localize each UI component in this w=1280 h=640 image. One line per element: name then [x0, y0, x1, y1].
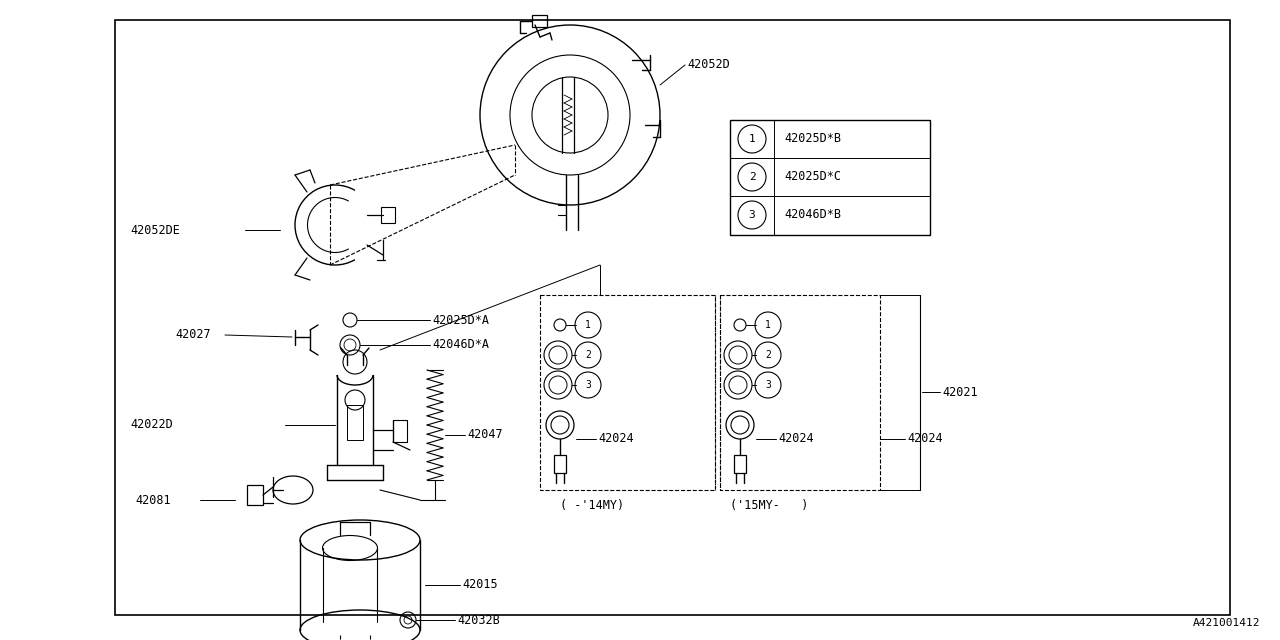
- Text: 42052D: 42052D: [687, 58, 730, 72]
- Text: 42024: 42024: [778, 433, 814, 445]
- Text: 42025D*C: 42025D*C: [783, 170, 841, 184]
- Text: 2: 2: [749, 172, 755, 182]
- Text: 3: 3: [765, 380, 771, 390]
- Text: 3: 3: [585, 380, 591, 390]
- Bar: [554, 455, 566, 473]
- Text: 42052DE: 42052DE: [131, 223, 180, 237]
- Text: 2: 2: [585, 350, 591, 360]
- Text: 1: 1: [749, 134, 755, 144]
- Text: 1: 1: [765, 320, 771, 330]
- Text: 42025D*B: 42025D*B: [783, 132, 841, 145]
- Text: 42024: 42024: [598, 433, 634, 445]
- Bar: [347, 405, 364, 440]
- Bar: [115, 20, 1230, 615]
- Bar: [247, 485, 262, 505]
- Text: 1: 1: [585, 320, 591, 330]
- Bar: [532, 15, 547, 27]
- Text: ( -'14MY): ( -'14MY): [561, 499, 625, 511]
- Bar: [381, 207, 396, 223]
- Bar: [393, 420, 407, 442]
- Text: 3: 3: [749, 210, 755, 220]
- Text: 42032B: 42032B: [457, 614, 499, 627]
- Bar: [730, 120, 931, 235]
- Text: 2: 2: [765, 350, 771, 360]
- Text: 42015: 42015: [462, 579, 498, 591]
- Text: 42025D*A: 42025D*A: [433, 314, 489, 326]
- Text: 42081: 42081: [134, 493, 170, 506]
- Text: A421001412: A421001412: [1193, 618, 1260, 628]
- Text: 42046D*A: 42046D*A: [433, 339, 489, 351]
- Text: 42046D*B: 42046D*B: [783, 209, 841, 221]
- Bar: [719, 295, 881, 490]
- Text: 42024: 42024: [908, 433, 942, 445]
- Text: ('15MY-   ): ('15MY- ): [730, 499, 809, 511]
- Text: 42021: 42021: [942, 385, 978, 399]
- Text: 42047: 42047: [467, 429, 503, 442]
- Bar: [540, 295, 716, 490]
- Bar: [733, 455, 746, 473]
- Text: 42022D: 42022D: [131, 419, 173, 431]
- Text: 42027: 42027: [175, 328, 211, 342]
